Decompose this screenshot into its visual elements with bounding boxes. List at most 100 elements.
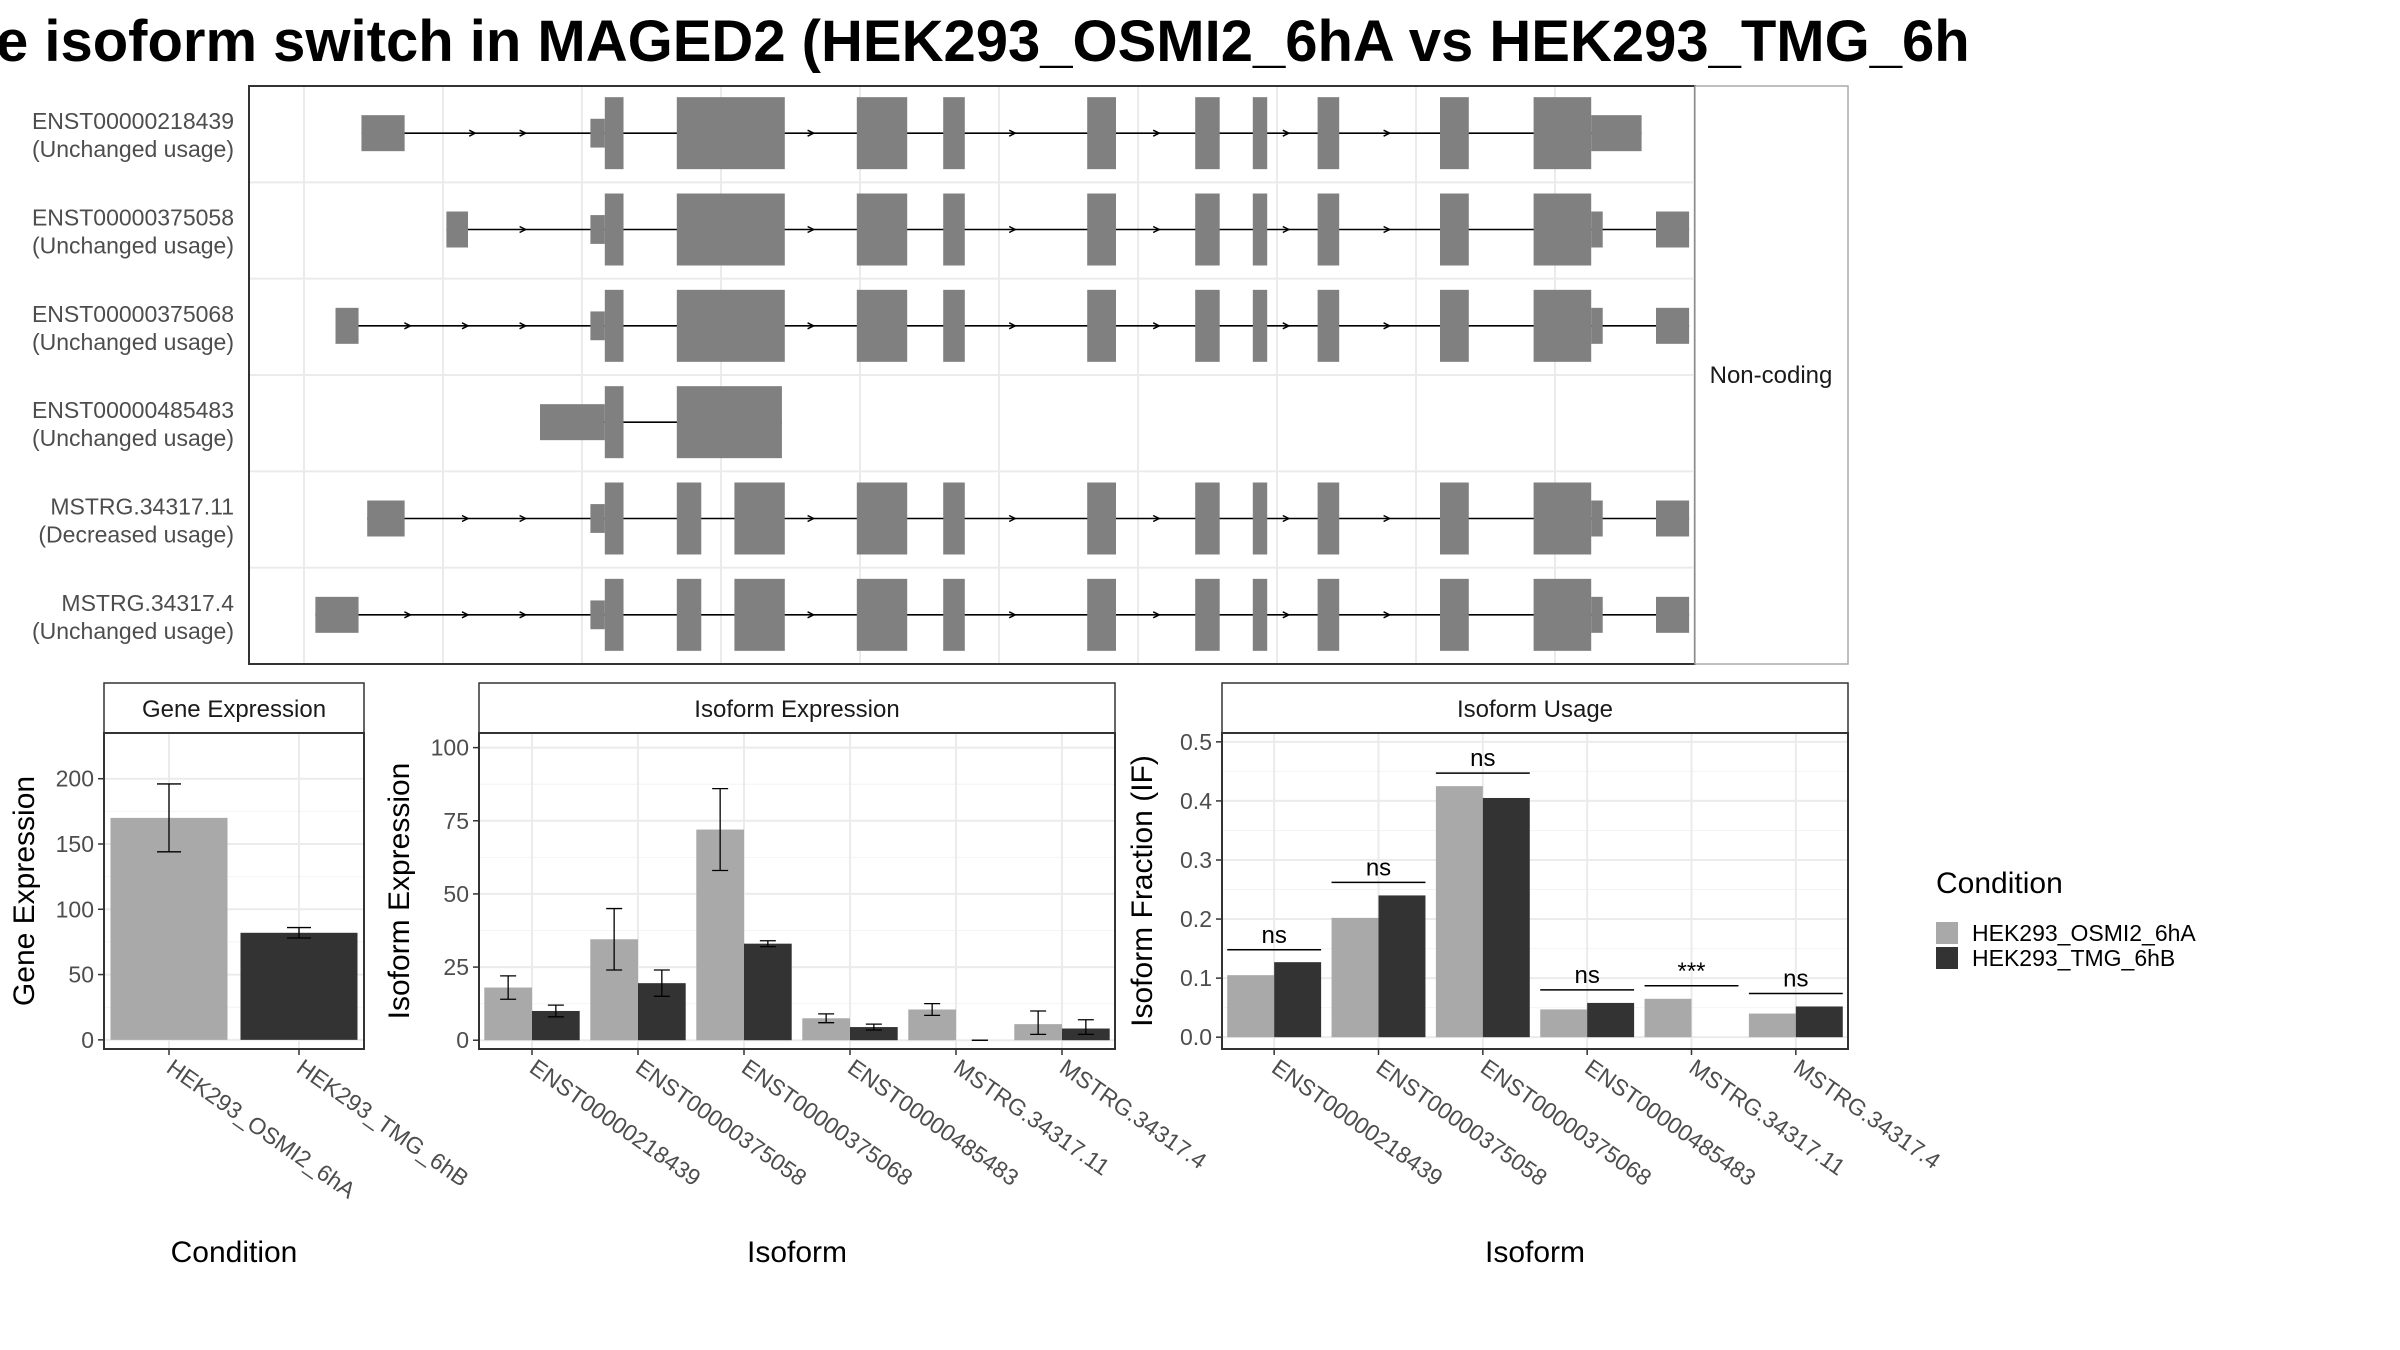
panel-border: [1221, 732, 1849, 1050]
strand-arrow: [1008, 611, 1017, 619]
bar: [1587, 1002, 1635, 1038]
significance-label: ***: [1677, 958, 1705, 985]
transcript-row: [540, 386, 782, 459]
strand-arrow: [404, 611, 413, 619]
x-tick-label: ENST00000218439: [525, 1054, 705, 1191]
transcript-row: [315, 578, 1690, 651]
exon: [1195, 578, 1220, 651]
legend-label: HEK293_OSMI2_6hA: [1972, 920, 2196, 946]
panel-border: [103, 732, 365, 1050]
exon: [335, 307, 359, 344]
y-tick-label: 0.5: [1180, 729, 1212, 755]
strand-arrow: [1152, 129, 1161, 137]
x-tick-label: ENST00000375058: [631, 1054, 811, 1191]
exon: [943, 193, 965, 266]
exon: [676, 578, 702, 651]
exon: [1440, 97, 1469, 170]
exon: [1195, 482, 1220, 555]
strand-arrow: [1008, 322, 1017, 330]
panel-strip-label: Isoform Usage: [1457, 696, 1613, 723]
exon: [1533, 578, 1592, 651]
significance-label: ns: [1783, 965, 1808, 992]
exon: [1591, 307, 1603, 344]
bar: [1644, 998, 1692, 1038]
exon: [1533, 193, 1592, 266]
bar: [1795, 1006, 1843, 1038]
bar: [1435, 786, 1483, 1038]
y-tick-label: 0.0: [1180, 1024, 1212, 1050]
exon: [1252, 578, 1268, 651]
strand-arrow: [1383, 611, 1392, 619]
transcript-name-label: ENST00000375058: [32, 205, 234, 231]
strand-arrow: [1008, 225, 1017, 234]
strand-arrow: [461, 611, 470, 619]
bar: [850, 1027, 898, 1041]
exon: [1591, 211, 1603, 248]
x-tick-label: ENST00000485483: [843, 1054, 1023, 1191]
y-tick-label: 150: [56, 831, 94, 857]
y-tick-label: 0: [81, 1027, 94, 1053]
transcript-name-label: MSTRG.34317.11: [50, 494, 234, 520]
exon: [1252, 289, 1268, 362]
strand-arrow: [1008, 514, 1017, 523]
bar: [1748, 1013, 1796, 1038]
exon: [1440, 289, 1469, 362]
exon: [943, 97, 965, 170]
transcript-row: [446, 193, 1690, 266]
exon: [1533, 97, 1592, 170]
strand-arrow: [1152, 322, 1161, 330]
y-tick-label: 75: [443, 808, 469, 834]
transcript-row: [361, 97, 1642, 170]
exon: [1087, 193, 1116, 266]
exon: [856, 289, 908, 362]
transcript-status-label: (Unchanged usage): [32, 329, 234, 355]
significance-label: ns: [1261, 922, 1286, 949]
exon: [604, 386, 624, 459]
strand-arrow: [1383, 514, 1392, 523]
strand-arrow: [1383, 322, 1392, 330]
exon: [540, 404, 605, 441]
strand-arrow: [807, 322, 816, 330]
strand-arrow: [461, 514, 470, 523]
exon: [676, 386, 782, 459]
strand-arrow: [1152, 611, 1161, 619]
transcript-status-label: (Unchanged usage): [32, 425, 234, 451]
panel-bg: [1222, 733, 1848, 1049]
transcript-status-label: (Unchanged usage): [32, 136, 234, 162]
exon: [1656, 596, 1690, 633]
transcript-name-label: ENST00000218439: [32, 108, 234, 134]
strand-arrow: [519, 225, 528, 234]
significance-label: ns: [1470, 745, 1495, 772]
strand-arrow: [807, 611, 816, 619]
y-tick-label: 0.2: [1180, 906, 1212, 932]
strand-arrow: [807, 225, 816, 234]
exon: [1252, 482, 1268, 555]
exon: [1087, 482, 1116, 555]
strand-arrow: [807, 514, 816, 523]
exon: [590, 504, 605, 533]
exon: [943, 482, 965, 555]
exon: [943, 289, 965, 362]
y-axis-title: Isoform Fraction (IF): [1126, 755, 1159, 1027]
x-tick-label: ENST00000375068: [737, 1054, 917, 1191]
transcript-status-label: (Unchanged usage): [32, 233, 234, 259]
panel-strip-label: Isoform Expression: [694, 696, 899, 723]
y-tick-label: 100: [56, 896, 94, 922]
x-axis-title: Isoform: [1485, 1236, 1585, 1269]
exon: [1087, 97, 1116, 170]
panel-bg: [479, 733, 1115, 1049]
exon: [604, 482, 624, 555]
exon: [1656, 500, 1690, 537]
bar: [1274, 962, 1322, 1038]
exon: [604, 193, 624, 266]
panel-strip: [478, 682, 1116, 734]
exon: [1195, 289, 1220, 362]
bar: [744, 943, 792, 1041]
exon: [676, 97, 785, 170]
bar: [1227, 975, 1275, 1038]
bar: [1482, 797, 1530, 1038]
exon: [590, 311, 605, 341]
exon: [1591, 596, 1603, 633]
transcript-row: [367, 482, 1690, 555]
transcript-name-label: ENST00000485483: [32, 397, 234, 423]
